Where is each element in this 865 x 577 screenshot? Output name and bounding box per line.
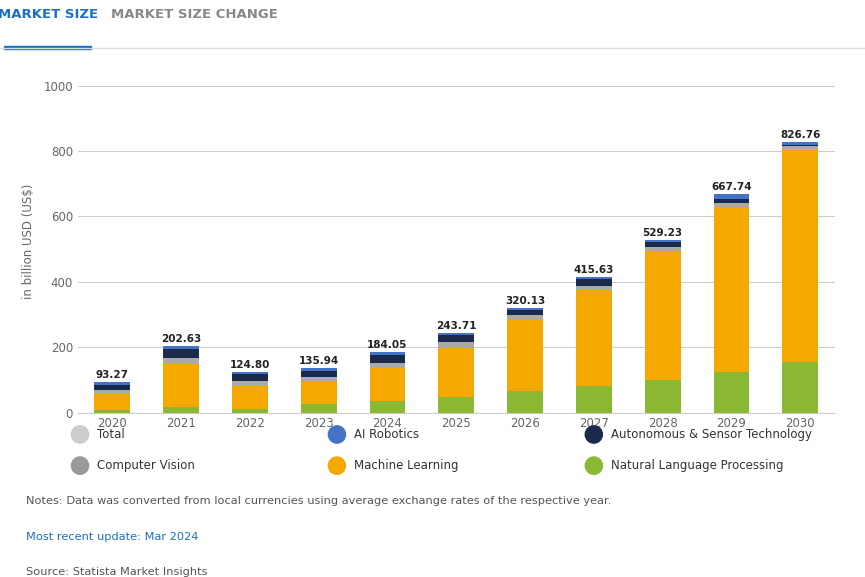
Bar (576, 286, 612, 290)
Text: Natural Language Processing: Natural Language Processing (611, 459, 784, 472)
Bar (507, 315, 543, 320)
Bar (163, 349, 199, 358)
Bar (714, 198, 749, 203)
Text: MARKET SIZE CHANGE: MARKET SIZE CHANGE (112, 8, 278, 21)
Text: Total: Total (97, 428, 125, 441)
Text: 415.63: 415.63 (573, 265, 614, 275)
Bar (644, 239, 681, 242)
Text: 826.76: 826.76 (780, 130, 821, 140)
Bar (4, 46, 91, 50)
Bar (576, 290, 612, 387)
Text: 243.71: 243.71 (436, 321, 477, 331)
Text: 135.94: 135.94 (298, 356, 339, 366)
Text: 202.63: 202.63 (161, 334, 202, 344)
Bar (576, 276, 612, 279)
Bar (301, 370, 336, 377)
Bar (783, 145, 818, 147)
Bar (94, 394, 130, 410)
Bar (439, 333, 474, 335)
Bar (232, 409, 268, 413)
Bar (232, 372, 268, 374)
Bar (783, 143, 818, 145)
Ellipse shape (586, 426, 602, 443)
Text: 184.05: 184.05 (368, 340, 407, 350)
Bar (94, 385, 130, 390)
Bar (232, 386, 268, 409)
Bar (714, 372, 749, 413)
Ellipse shape (329, 457, 345, 474)
Bar (783, 147, 818, 149)
Bar (163, 358, 199, 364)
Text: Most recent update: Mar 2024: Most recent update: Mar 2024 (26, 531, 198, 542)
Bar (94, 410, 130, 413)
Bar (576, 279, 612, 286)
Bar (783, 149, 818, 362)
Bar (714, 203, 749, 207)
Bar (232, 381, 268, 386)
Text: 667.74: 667.74 (711, 182, 752, 192)
Bar (94, 382, 130, 385)
Bar (714, 194, 749, 198)
Bar (507, 320, 543, 391)
Bar (301, 404, 336, 413)
Bar (369, 355, 406, 362)
Ellipse shape (72, 457, 88, 474)
Text: Source: Statista Market Insights: Source: Statista Market Insights (26, 567, 208, 577)
Text: 529.23: 529.23 (643, 227, 682, 238)
Bar (369, 353, 406, 355)
Text: MARKET SIZE: MARKET SIZE (0, 8, 98, 21)
Bar (507, 308, 543, 310)
Ellipse shape (329, 426, 345, 443)
Text: Autonomous & Sensor Technology: Autonomous & Sensor Technology (611, 428, 812, 441)
Y-axis label: in billion USD (US$): in billion USD (US$) (22, 183, 35, 298)
Bar (644, 250, 681, 380)
Bar (163, 407, 199, 413)
Bar (369, 362, 406, 369)
Bar (783, 362, 818, 413)
Text: 124.80: 124.80 (230, 360, 270, 370)
Ellipse shape (586, 457, 602, 474)
Ellipse shape (72, 426, 88, 443)
Bar (301, 381, 336, 404)
Bar (439, 348, 474, 397)
Bar (644, 242, 681, 247)
Bar (576, 387, 612, 413)
Bar (714, 207, 749, 372)
Bar (369, 369, 406, 401)
Bar (163, 364, 199, 407)
Bar (507, 310, 543, 315)
Bar (439, 335, 474, 342)
Text: Machine Learning: Machine Learning (354, 459, 458, 472)
Text: 320.13: 320.13 (505, 296, 545, 306)
Bar (644, 247, 681, 250)
Bar (439, 342, 474, 348)
Text: Notes: Data was converted from local currencies using average exchange rates of : Notes: Data was converted from local cur… (26, 496, 612, 506)
Bar (94, 390, 130, 394)
Bar (163, 346, 199, 349)
Bar (369, 401, 406, 413)
Bar (644, 380, 681, 413)
Text: AI Robotics: AI Robotics (354, 428, 420, 441)
Bar (439, 397, 474, 413)
Bar (301, 377, 336, 381)
Bar (301, 368, 336, 370)
Bar (507, 391, 543, 413)
Text: 93.27: 93.27 (96, 370, 129, 380)
Text: Computer Vision: Computer Vision (97, 459, 195, 472)
Bar (232, 374, 268, 381)
